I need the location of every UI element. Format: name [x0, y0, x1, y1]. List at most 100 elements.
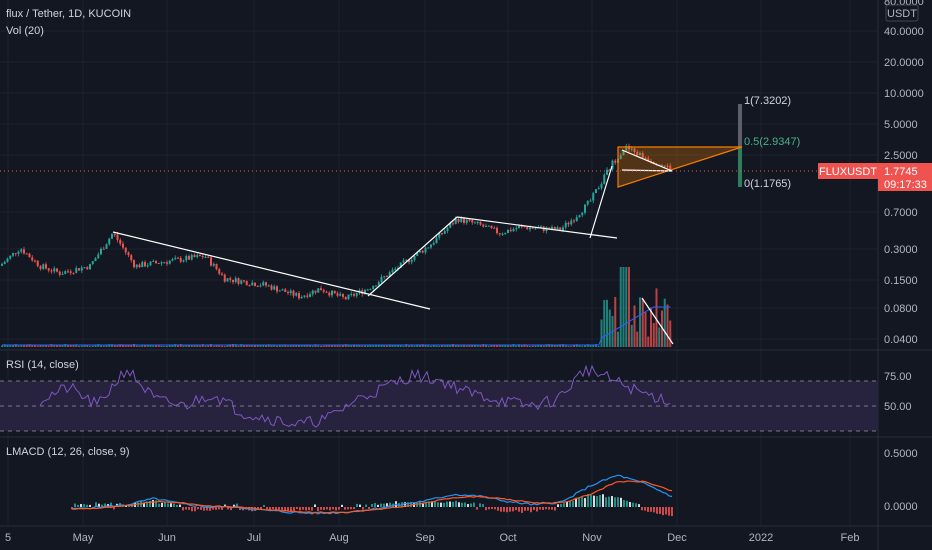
candle-body — [413, 255, 416, 261]
candle-body — [518, 225, 520, 229]
volume-bar — [100, 345, 102, 347]
candle-body — [284, 289, 287, 293]
candle-body — [644, 157, 647, 159]
volume-bar — [622, 267, 625, 347]
volume-bar — [67, 345, 69, 347]
candle-body — [199, 255, 201, 257]
candle-body — [531, 227, 534, 229]
time-axis[interactable]: 5 May Jun Jul Aug Sep Oct Nov Dec 2022 Feb — [5, 532, 860, 544]
macd-hist-bar — [362, 507, 364, 510]
volume-bar — [61, 345, 64, 347]
volume-bar — [50, 344, 53, 347]
macd-hist-bar — [458, 502, 460, 507]
price-tick-label: 0.0800 — [884, 303, 918, 315]
volume-bar — [221, 345, 223, 347]
trendline-volume[interactable] — [641, 297, 674, 345]
candle-body — [221, 273, 223, 275]
macd-hist-bar — [332, 507, 334, 510]
volume-bar — [287, 345, 289, 347]
volume-bar — [498, 345, 501, 347]
candle-body — [210, 257, 212, 266]
volume-bar — [295, 344, 298, 347]
candle-body — [160, 262, 163, 264]
volume-bar — [336, 344, 339, 347]
macd-hist-bar — [275, 507, 277, 511]
trendline-breakout-1[interactable] — [367, 216, 458, 297]
volume-bar — [58, 344, 61, 347]
macd-hist-bar — [257, 507, 259, 510]
volume-bar — [309, 344, 311, 347]
macd-hist-bar — [623, 500, 625, 507]
volume-bar — [298, 344, 300, 347]
time-tick-label: Nov — [582, 532, 602, 544]
time-tick-label: Jul — [247, 532, 261, 544]
macd-hist-bar — [512, 507, 514, 512]
candle-body — [366, 289, 369, 291]
candle-body — [152, 260, 155, 262]
volume-bar — [416, 344, 419, 347]
candle-body — [47, 268, 50, 271]
candle-body — [311, 290, 314, 295]
candle-body — [144, 262, 146, 267]
volume-bar — [190, 345, 193, 347]
candle-body — [31, 257, 34, 261]
macd-hist-bar — [632, 502, 634, 507]
volume-bar — [347, 345, 350, 347]
volume-bar — [564, 344, 567, 347]
macd-hist-bar — [653, 507, 655, 513]
candle-body — [333, 290, 336, 294]
candle-body — [218, 269, 221, 274]
currency-label: USDT — [887, 8, 917, 20]
macd-hist-bar — [377, 504, 379, 507]
macd-hist-bar — [656, 507, 658, 514]
candle-body — [421, 250, 424, 253]
macd-hist-bar — [188, 507, 190, 510]
price-axis[interactable]: 40.0000 20.0000 10.0000 5.0000 2.5000 0.7000 0… — [884, 0, 924, 346]
volume-bar — [281, 345, 284, 347]
volume-bar — [138, 345, 141, 347]
candle-body — [58, 271, 61, 275]
macd-hist-bar — [437, 502, 439, 507]
macd-hist-bar — [206, 507, 208, 511]
trendline-descending-2[interactable] — [456, 216, 618, 239]
volume-bar — [75, 344, 78, 347]
volume-bar — [540, 344, 542, 347]
volume-bar — [152, 345, 155, 347]
trendline-breakout-2[interactable] — [589, 165, 613, 239]
currency-button[interactable] — [885, 4, 919, 22]
candle-body — [498, 233, 501, 235]
candle-body — [408, 259, 410, 263]
macd-hist-bar — [425, 502, 427, 507]
candle-body — [441, 233, 443, 235]
candle-body — [292, 290, 295, 296]
candle-body — [287, 292, 289, 294]
volume-bar — [185, 344, 188, 347]
volume-bar — [471, 345, 474, 347]
candle-body — [416, 252, 419, 256]
macd-hist-bar — [596, 496, 598, 507]
candle-body — [669, 165, 672, 170]
macd-hist-bar — [527, 507, 529, 511]
volume-bar — [658, 327, 661, 347]
candle-body — [317, 288, 320, 293]
macd-hist-bar — [578, 497, 580, 507]
volume-bar — [419, 344, 421, 347]
fib-zone-upper — [738, 104, 742, 146]
volume-bar — [177, 345, 179, 347]
candle-body — [86, 267, 89, 270]
candle-body — [72, 272, 75, 274]
volume-ma-line — [2, 306, 671, 346]
volume-bar — [303, 345, 306, 347]
volume-bar — [86, 345, 89, 347]
macd-hist-bar — [506, 507, 508, 513]
candle-body — [127, 252, 130, 256]
volume-bar — [14, 344, 17, 347]
macd-hist-bar — [416, 503, 418, 507]
candle-body — [265, 282, 267, 286]
macd-hist-bar — [590, 495, 592, 507]
candle-body — [391, 269, 394, 273]
trendline-descending-1[interactable] — [112, 231, 431, 310]
macd-hist-bar — [575, 498, 577, 507]
symmetrical-triangle[interactable] — [617, 146, 743, 188]
